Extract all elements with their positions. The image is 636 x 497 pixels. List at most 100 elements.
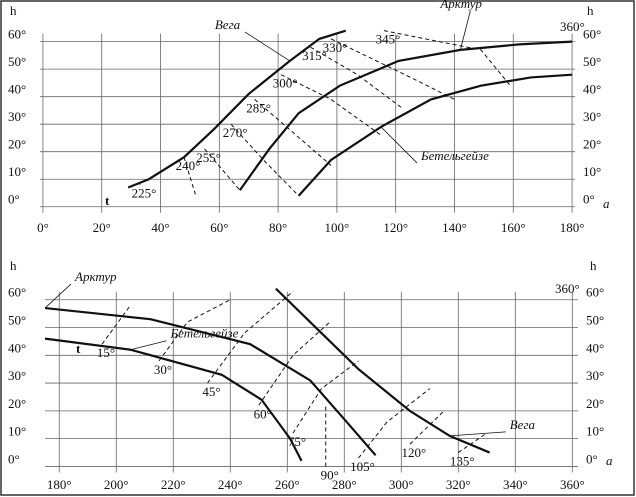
hour-label: 315°: [302, 48, 327, 63]
x-tick-label: 180°: [560, 220, 585, 235]
star-name: Бетельгейзе: [170, 326, 239, 341]
y-tick-label-right: 0°: [583, 192, 595, 207]
leader-line: [130, 340, 167, 351]
hour-label: 285°: [246, 100, 271, 115]
y-tick-label-right: 30°: [586, 368, 604, 383]
y-tick-label: 50°: [8, 54, 26, 69]
y-tick-label: 10°: [8, 164, 26, 179]
x-tick-label: 340°: [503, 477, 528, 492]
y-tick-label: 50°: [8, 313, 26, 328]
hour-label: 255°: [196, 150, 221, 165]
x-axis-label: a: [606, 453, 613, 468]
y-tick-label: 30°: [8, 368, 26, 383]
y-tick-label: 10°: [8, 424, 26, 439]
hour-label: 270°: [223, 125, 248, 140]
hour-label: 225°: [132, 186, 157, 201]
y-axis-label: h: [10, 258, 17, 273]
star-curve: [275, 287, 491, 454]
hour-label: 90°: [321, 467, 339, 482]
hour-line: [230, 123, 300, 197]
annotation: t: [76, 341, 81, 356]
y-tick-label-right: 50°: [583, 54, 601, 69]
hour-label: 60°: [254, 406, 272, 421]
star-curve: [44, 306, 377, 457]
y-tick-label: 20°: [8, 396, 26, 411]
y-axis-label-right: h: [587, 3, 594, 18]
x-tick-label: 280°: [332, 477, 357, 492]
x-tick-label: 80°: [269, 220, 287, 235]
hour-line: [101, 304, 131, 345]
hour-line: [310, 46, 402, 109]
leader-line: [449, 431, 506, 437]
hour-label: 30°: [154, 362, 172, 377]
annotation: t: [105, 193, 110, 208]
hour-line: [358, 388, 431, 459]
y-tick-label-right: 0°: [586, 451, 598, 466]
hour-line: [409, 410, 445, 445]
y-tick-label-right: 60°: [586, 285, 604, 300]
x-tick-label: 240°: [218, 477, 243, 492]
leader-line: [44, 283, 72, 309]
x-tick-label: 180°: [47, 477, 72, 492]
hour-label: 345°: [376, 32, 401, 47]
hour-label: 15°: [97, 345, 115, 360]
annotation: 360°: [560, 19, 585, 34]
y-tick-label-right: 40°: [586, 340, 604, 355]
star-name: Бетельгейзе: [420, 148, 489, 163]
hour-line: [258, 321, 331, 406]
x-tick-label: 0°: [37, 220, 49, 235]
x-axis-label: a: [603, 196, 610, 211]
x-tick-label: 140°: [442, 220, 467, 235]
hour-label: 330°: [323, 40, 348, 55]
x-tick-label: 320°: [446, 477, 471, 492]
y-tick-label: 30°: [8, 109, 26, 124]
y-tick-label: 40°: [8, 82, 26, 97]
hour-label: 120°: [401, 445, 426, 460]
annotation: 360°: [555, 281, 580, 296]
star-name: Арктур: [439, 0, 482, 11]
x-tick-label: 120°: [383, 220, 408, 235]
star-curve: [297, 73, 573, 197]
y-tick-label-right: 30°: [583, 109, 601, 124]
hour-label: 240°: [176, 158, 201, 173]
y-tick-label: 60°: [8, 285, 26, 300]
hour-label: 45°: [202, 384, 220, 399]
y-tick-label-right: 20°: [586, 396, 604, 411]
x-tick-label: 300°: [389, 477, 414, 492]
hour-line: [330, 38, 455, 100]
y-tick-label-right: 10°: [583, 164, 601, 179]
leader-line: [459, 10, 471, 50]
x-tick-label: 220°: [161, 477, 186, 492]
x-tick-label: 40°: [151, 220, 169, 235]
hour-label: 75°: [288, 434, 306, 449]
star-name: Вега: [215, 17, 241, 32]
y-tick-label-right: 10°: [586, 424, 604, 439]
y-tick-label-right: 60°: [583, 27, 601, 42]
hour-label: 300°: [273, 76, 298, 91]
hour-label: 105°: [350, 459, 375, 474]
y-axis-label: h: [10, 3, 17, 18]
y-tick-label: 40°: [8, 340, 26, 355]
y-tick-label-right: 40°: [583, 82, 601, 97]
y-axis-label-right: h: [590, 258, 597, 273]
hour-point: [139, 184, 141, 186]
star-name: Арктур: [74, 269, 117, 284]
x-tick-label: 200°: [104, 477, 129, 492]
y-tick-label: 20°: [8, 137, 26, 152]
y-tick-label: 0°: [8, 451, 20, 466]
hour-line: [204, 148, 241, 191]
hour-line: [254, 99, 332, 166]
x-tick-label: 360°: [560, 477, 585, 492]
leader-line: [380, 126, 418, 164]
leader-line: [244, 31, 291, 62]
hour-label: 135°: [450, 454, 475, 469]
hour-line: [458, 432, 488, 453]
y-tick-label-right: 50°: [586, 313, 604, 328]
x-tick-label: 20°: [93, 220, 111, 235]
hour-line: [383, 30, 511, 86]
star-curve: [127, 29, 347, 189]
x-tick-label: 160°: [501, 220, 526, 235]
star-name: Вега: [510, 417, 536, 432]
x-tick-label: 100°: [325, 220, 350, 235]
